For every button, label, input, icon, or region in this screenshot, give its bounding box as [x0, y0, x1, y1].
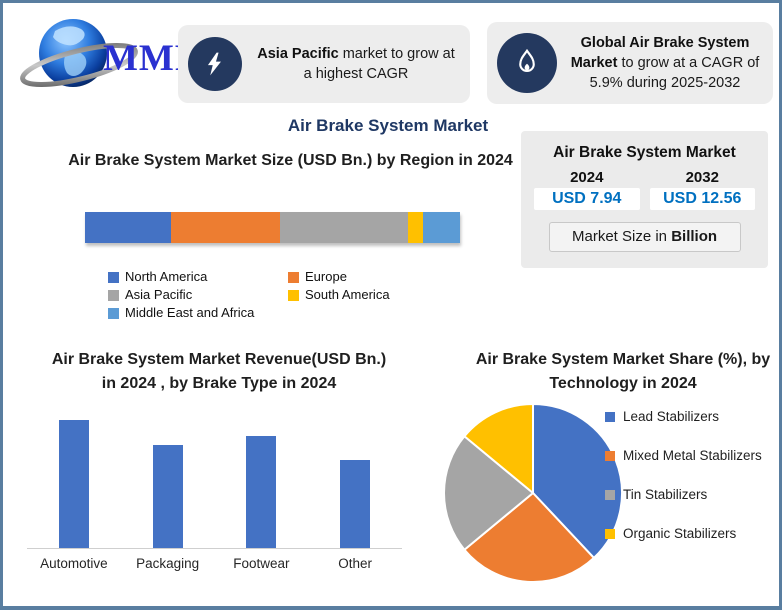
legend-swatch: [605, 450, 615, 461]
legend-item-north-america: North America: [108, 269, 288, 284]
legend-label: Middle East and Africa: [125, 305, 255, 320]
market-size-note: Market Size in Billion: [548, 222, 741, 252]
pie-slice-organic-stabilizers: [463, 403, 534, 494]
legend-swatch: [605, 528, 615, 539]
technology-chart-title: Air Brake System Market Share (%), by Te…: [475, 351, 771, 392]
legend-item-asia-pacific: Asia Pacific: [108, 287, 288, 302]
badge-asia-pacific: Asia Pacific market to grow at a highest…: [178, 25, 470, 103]
bar-packaging: [152, 445, 183, 548]
note-bold: Billion: [671, 228, 718, 245]
legend-item-south-america: South America: [288, 287, 468, 302]
legend-swatch: [605, 412, 615, 422]
legend-swatch: [108, 272, 119, 283]
stacked-segment-europe: [171, 212, 280, 243]
axis-label-automotive: Automotive: [40, 556, 108, 571]
legend-label: Asia Pacific: [125, 287, 193, 302]
globe-icon: [20, 19, 138, 88]
lightning-icon: [188, 37, 242, 91]
technology-legend: Lead Stabilizers Mixed Metal Stabilizers T…: [605, 409, 773, 543]
legend-label: North America: [125, 269, 208, 284]
market-summary-panel: Air Brake System Market 2024 USD 7.94 20…: [521, 131, 768, 268]
legend-swatch: [605, 489, 615, 500]
bar-automotive: [58, 420, 89, 548]
legend-item-lead-stabilizers: Lead Stabilizers: [605, 409, 773, 426]
badge-bold-text: Asia Pacific: [257, 46, 339, 62]
year-label: 2024: [570, 169, 604, 186]
axis-label-other: Other: [338, 556, 372, 571]
pie-slice-tin-stabilizers: [442, 435, 534, 551]
badge-regular-text: to grow at a CAGR of 5.9% during 2025-20…: [589, 55, 760, 91]
market-value-2024: USD 7.94: [534, 188, 640, 210]
legend-label: Tin Stabilizers: [623, 486, 708, 502]
stacked-segment-middle-east-and-africa: [422, 212, 460, 243]
technology-pie-chart: [442, 403, 623, 583]
bar-footwear: [246, 436, 277, 548]
legend-label: Europe: [305, 269, 347, 284]
year-label: 2032: [685, 169, 719, 186]
panel-col-2024: 2024 USD 7.94: [529, 169, 645, 210]
stacked-segment-asia-pacific: [280, 212, 408, 243]
mmr-logo: MMR: [17, 9, 202, 104]
legend-swatch: [288, 272, 299, 283]
badge-global-market: Global Air Brake System Market to grow a…: [487, 22, 773, 104]
legend-item-organic-stabilizers: Organic Stabilizers: [605, 526, 773, 543]
legend-item-middle-east-and-africa: Middle East and Africa: [108, 305, 288, 320]
badge-global-market-text: Global Air Brake System Market to grow a…: [567, 33, 763, 93]
legend-label: Lead Stabilizers: [623, 409, 720, 424]
pie-slice-mixed-metal-stabilizers: [463, 492, 595, 583]
stacked-segment-north-america: [85, 212, 172, 243]
legend-item-europe: Europe: [288, 269, 468, 284]
region-legend: North America Europe Asia Pacific South Ame…: [108, 269, 468, 323]
region-stacked-bar: [85, 212, 460, 243]
badge-asia-pacific-text: Asia Pacific market to grow at a highest…: [252, 44, 460, 84]
legend-label: Mixed Metal Stabilizers: [623, 447, 762, 463]
panel-col-2032: 2032 USD 12.56: [645, 169, 761, 210]
legend-swatch: [288, 290, 299, 301]
bar-column-automotive: [27, 420, 121, 548]
legend-swatch: [108, 308, 119, 319]
badge-regular-text: market to grow at a highest CAGR: [303, 46, 455, 82]
region-chart-title: Air Brake System Market Size (USD Bn.) b…: [68, 152, 513, 169]
brake-type-bar-plot: [27, 408, 402, 549]
axis-label-footwear: Footwear: [233, 556, 290, 571]
flame-icon: [497, 33, 557, 93]
panel-title: Air Brake System Market: [553, 144, 736, 161]
legend-swatch: [108, 290, 119, 301]
bar-column-packaging: [121, 445, 215, 548]
brake-type-chart-title: Air Brake System Market Revenue(USD Bn.)…: [51, 351, 387, 392]
badge-bold-text: Global Air Brake System Market: [570, 35, 750, 71]
bar-column-footwear: [215, 436, 309, 548]
legend-label: South America: [305, 287, 390, 302]
brake-type-axis-labels: Automotive Packaging Footwear Other: [27, 556, 402, 571]
legend-item-mixed-metal-stabilizers: Mixed Metal Stabilizers: [605, 448, 773, 465]
stacked-segment-south-america: [407, 212, 423, 243]
market-value-2032: USD 12.56: [649, 188, 755, 210]
note-regular: Market Size in: [571, 228, 672, 245]
bar-column-other: [308, 460, 402, 548]
axis-label-packaging: Packaging: [136, 556, 200, 571]
page-title: Air Brake System Market: [287, 116, 489, 135]
legend-label: Organic Stabilizers: [623, 525, 737, 541]
legend-item-tin-stabilizers: Tin Stabilizers: [605, 487, 773, 504]
bar-other: [340, 460, 371, 548]
